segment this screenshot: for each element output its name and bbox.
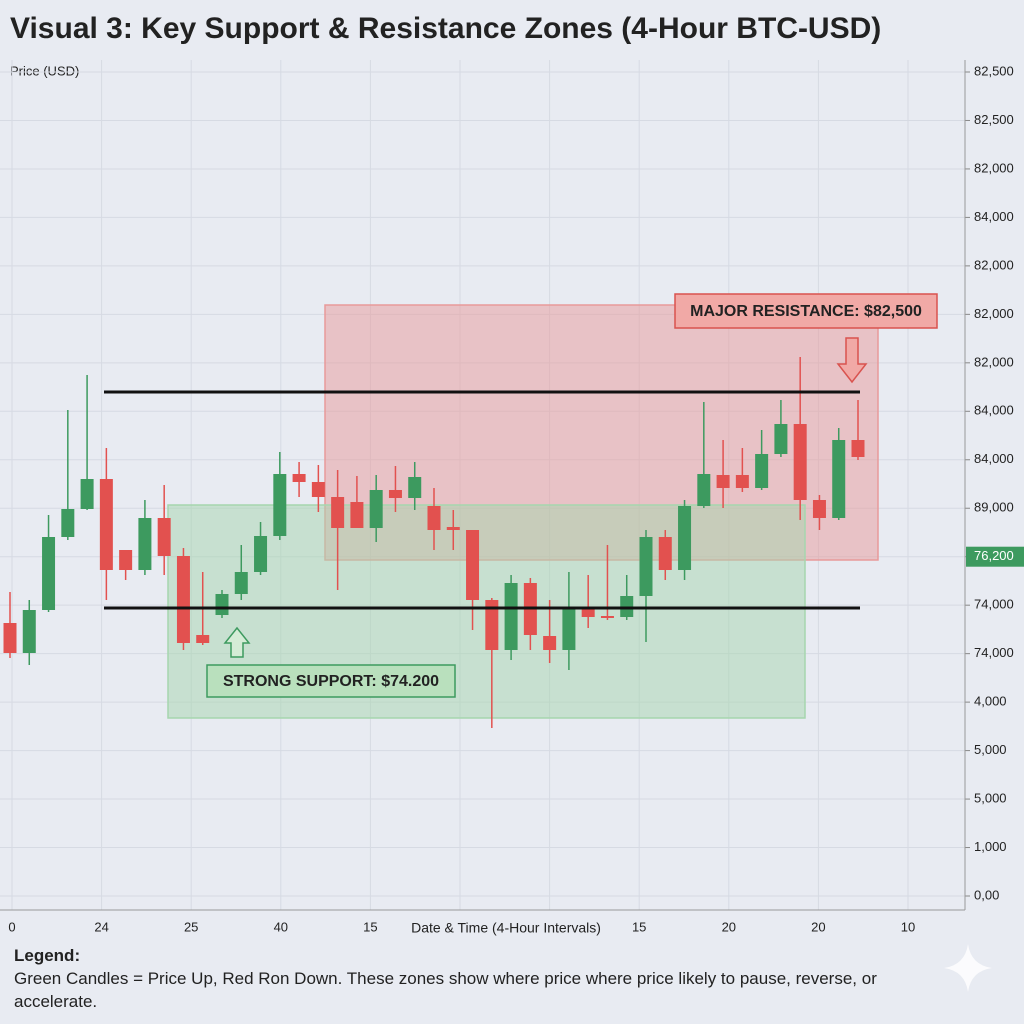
candle-body [600, 616, 614, 618]
candle-body [581, 608, 595, 617]
candle-body [138, 518, 152, 570]
legend: Legend: Green Candles = Price Up, Red Ro… [14, 944, 914, 1013]
candle-body [832, 440, 846, 518]
x-tick-label: 20 [722, 919, 736, 934]
x-axis-title: Date & Time (4-Hour Intervals) [411, 920, 601, 936]
candle-body [562, 608, 576, 650]
annotation: STRONG SUPPORT: $74.200 [223, 673, 439, 690]
candle-body [99, 479, 113, 570]
y-tick-label: 5,000 [974, 742, 1007, 757]
x-tick-label: 10 [901, 919, 915, 934]
candle-body [639, 537, 653, 596]
candle-body [369, 490, 383, 528]
candle-body [543, 636, 557, 650]
candle-body [466, 530, 480, 600]
candle-body [774, 424, 788, 454]
y-tick-label: 82,000 [974, 306, 1014, 321]
candle-body [254, 536, 268, 572]
candle-body [22, 610, 36, 653]
y-tick-label: 82,500 [974, 63, 1014, 78]
y-tick-label: 4,000 [974, 694, 1007, 709]
candle-body [408, 477, 422, 498]
y-tick-label: 89,000 [974, 500, 1014, 515]
candle-body [504, 583, 518, 650]
candle-body [157, 518, 171, 556]
arrow-down [836, 337, 868, 384]
x-tick-label: 15 [363, 919, 377, 934]
y-tick-label: 74,000 [974, 597, 1014, 612]
y-axis-title: Price (USD) [10, 63, 79, 78]
candle-body [80, 479, 94, 509]
x-tick-label: 0 [8, 919, 15, 934]
annotation-box [206, 664, 456, 698]
y-tick-label: 84,000 [974, 209, 1014, 224]
candle-body [485, 600, 499, 650]
candle-body [176, 556, 190, 643]
candle-body [61, 509, 75, 537]
y-tick-label: 76,200 [974, 548, 1014, 563]
candle-body [755, 454, 769, 488]
candle-body [3, 623, 17, 653]
annotation: MAJOR RESISTANCE: $82,500 [690, 303, 922, 320]
y-tick-label: 82,000 [974, 257, 1014, 272]
candle-body [793, 424, 807, 500]
candle-body [697, 474, 711, 506]
candle-body [42, 537, 56, 610]
y-tick-label: 0,00 [974, 887, 999, 902]
y-tick-label: 82,500 [974, 112, 1014, 127]
x-tick-label: 40 [274, 919, 288, 934]
candle-body [658, 537, 672, 570]
legend-title: Legend: [14, 946, 81, 965]
y-tick-label: 84,000 [974, 451, 1014, 466]
candle-body [851, 440, 865, 457]
chart-title: Visual 3: Key Support & Resistance Zones… [10, 12, 881, 45]
arrow-up [223, 626, 251, 658]
annotation-box [674, 293, 938, 329]
candle-body [716, 475, 730, 488]
sparkle-icon [944, 944, 992, 992]
candle-body [812, 500, 826, 518]
candle-body [311, 482, 325, 497]
candle-body [678, 506, 692, 570]
y-tick-label: 74,000 [974, 645, 1014, 660]
candle-body [234, 572, 248, 594]
candle-body [427, 506, 441, 530]
candle-body [735, 475, 749, 488]
y-tick-label: 82,000 [974, 160, 1014, 175]
candle-body [388, 490, 402, 498]
y-tick-label: 5,000 [974, 790, 1007, 805]
y-tick-label: 84,000 [974, 403, 1014, 418]
candle-body [350, 502, 364, 528]
x-tick-label: 25 [184, 919, 198, 934]
candle-body [292, 474, 306, 482]
legend-text: Green Candles = Price Up, Red Ron Down. … [14, 969, 877, 1011]
candle-body [196, 635, 210, 643]
candle-body [215, 594, 229, 615]
candle-body [273, 474, 287, 536]
y-tick-label: 1,000 [974, 839, 1007, 854]
candle-body [331, 497, 345, 528]
x-tick-label: 20 [811, 919, 825, 934]
y-tick-highlight [966, 546, 1024, 567]
x-tick-label: 24 [94, 919, 108, 934]
candle-body [119, 550, 133, 570]
y-tick-label: 82,000 [974, 354, 1014, 369]
x-tick-label: 15 [632, 919, 646, 934]
candle-body [446, 527, 460, 530]
